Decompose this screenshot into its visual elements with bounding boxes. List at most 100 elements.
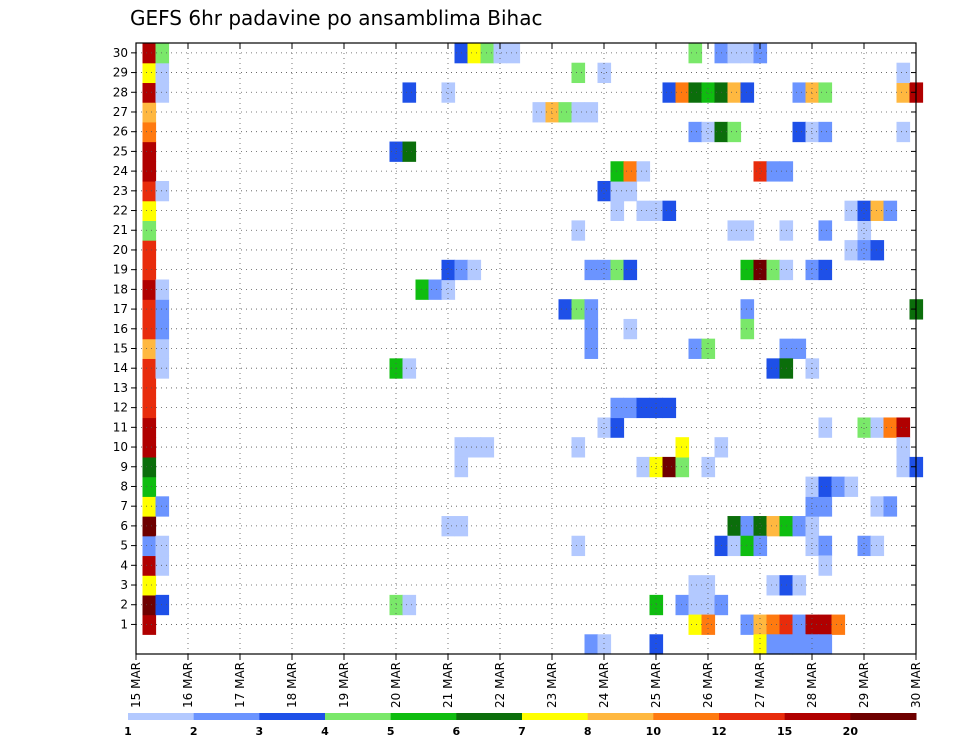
y-tick-label: 24 — [113, 164, 128, 178]
y-tick-label: 25 — [113, 144, 128, 158]
heatmap-cell — [727, 43, 742, 64]
heatmap-cell — [857, 240, 872, 261]
heatmap-cell — [753, 614, 768, 635]
heatmap-cell — [467, 437, 482, 458]
y-tick-label: 4 — [120, 558, 128, 572]
heatmap-cell — [766, 634, 781, 655]
heatmap-cell — [779, 634, 794, 655]
heatmap-cell — [792, 614, 807, 635]
colorbar-swatch — [850, 713, 917, 720]
x-tick-label: 24 MAR — [597, 662, 611, 708]
y-tick-label: 14 — [113, 361, 128, 375]
heatmap-cell — [623, 180, 638, 202]
y-tick-label: 15 — [113, 342, 128, 356]
heatmap-cell — [805, 496, 820, 517]
y-tick-label: 30 — [113, 46, 128, 60]
heatmap-cell — [688, 338, 703, 359]
heatmap-cell — [766, 614, 781, 635]
heatmap-cell — [155, 62, 170, 84]
colorbar-label: 3 — [256, 725, 264, 738]
heatmap-cell — [727, 82, 742, 103]
heatmap-cell — [558, 299, 573, 320]
heatmap-cell — [649, 634, 664, 655]
heatmap-cell — [402, 141, 417, 162]
heatmap-cell — [597, 180, 612, 202]
heatmap-cell — [571, 62, 586, 84]
heatmap-cell — [740, 220, 755, 241]
heatmap-cell — [155, 338, 170, 359]
heatmap-cell — [142, 378, 157, 399]
heatmap-cell — [870, 535, 885, 557]
heatmap-cell — [142, 555, 157, 576]
heatmap-cell — [155, 594, 170, 616]
heatmap-cell — [818, 121, 833, 143]
heatmap-cell — [155, 279, 170, 300]
y-tick-label: 26 — [113, 125, 128, 139]
heatmap-cell — [675, 437, 690, 458]
heatmap-cell — [571, 535, 586, 557]
heatmap-cell — [727, 220, 742, 241]
heatmap-cell — [545, 102, 560, 123]
heatmap-cell — [506, 43, 521, 64]
heatmap-cell — [142, 141, 157, 162]
y-tick-label: 7 — [120, 499, 128, 513]
y-tick-label: 28 — [113, 85, 128, 99]
heatmap-cell — [896, 437, 911, 458]
y-tick-label: 5 — [120, 539, 128, 553]
heatmap-cell — [740, 82, 755, 103]
heatmap-cell — [766, 575, 781, 596]
heatmap-cell — [662, 82, 677, 103]
heatmap-cell — [402, 594, 417, 616]
heatmap-cell — [805, 535, 820, 557]
heatmap-cell — [142, 259, 157, 281]
heatmap-cell — [142, 102, 157, 123]
heatmap-cell — [142, 476, 157, 497]
heatmap-cell — [155, 82, 170, 103]
heatmap-cell — [155, 555, 170, 576]
heatmap-cell — [870, 496, 885, 517]
x-tick-label: 16 MAR — [181, 662, 195, 708]
heatmap-cell — [701, 121, 716, 143]
heatmap-cell — [857, 200, 872, 221]
heatmap-cell — [818, 614, 833, 635]
y-tick-label: 10 — [113, 440, 128, 454]
y-tick-label: 8 — [120, 479, 128, 493]
heatmap-cell — [142, 279, 157, 300]
heatmap-cell — [597, 417, 612, 438]
heatmap-cell — [740, 318, 755, 340]
heatmap-cell — [805, 476, 820, 497]
y-tick-label: 19 — [113, 263, 128, 277]
heatmap-cell — [753, 161, 768, 182]
heatmap-cell — [688, 575, 703, 596]
heatmap-cell — [831, 476, 846, 497]
heatmap-cell — [155, 299, 170, 320]
heatmap-cell — [740, 516, 755, 537]
heatmap-cell — [792, 82, 807, 103]
heatmap-cell — [701, 82, 716, 103]
grid-lines — [136, 43, 916, 654]
colorbar-label: 1 — [124, 725, 132, 738]
x-tick-label: 22 MAR — [493, 662, 507, 708]
heatmap-cell — [142, 220, 157, 241]
heatmap-cell — [896, 62, 911, 84]
heatmap-cells — [142, 43, 924, 655]
heatmap-cell — [805, 634, 820, 655]
colorbar-label: 20 — [843, 725, 859, 738]
heatmap-cell — [740, 614, 755, 635]
heatmap-cell — [610, 417, 625, 438]
heatmap-cell — [142, 437, 157, 458]
heatmap-cell — [142, 161, 157, 182]
x-tick-label: 17 MAR — [233, 662, 247, 708]
heatmap-cell — [532, 102, 547, 123]
y-tick-label: 17 — [113, 302, 128, 316]
heatmap-cell — [805, 121, 820, 143]
y-tick-label: 16 — [113, 322, 128, 336]
y-axis: 1234567891011121314151617181920212223242… — [113, 46, 916, 631]
x-axis: 15 MAR 16 MAR 17 MAR 18 MAR 19 MAR 20 MAR 21 M… — [129, 43, 923, 708]
heatmap-cell — [818, 220, 833, 241]
y-tick-label: 27 — [113, 105, 128, 119]
y-tick-label: 29 — [113, 66, 128, 80]
heatmap-cell — [142, 594, 157, 616]
heatmap-cell — [818, 417, 833, 438]
heatmap-cell — [766, 358, 781, 379]
